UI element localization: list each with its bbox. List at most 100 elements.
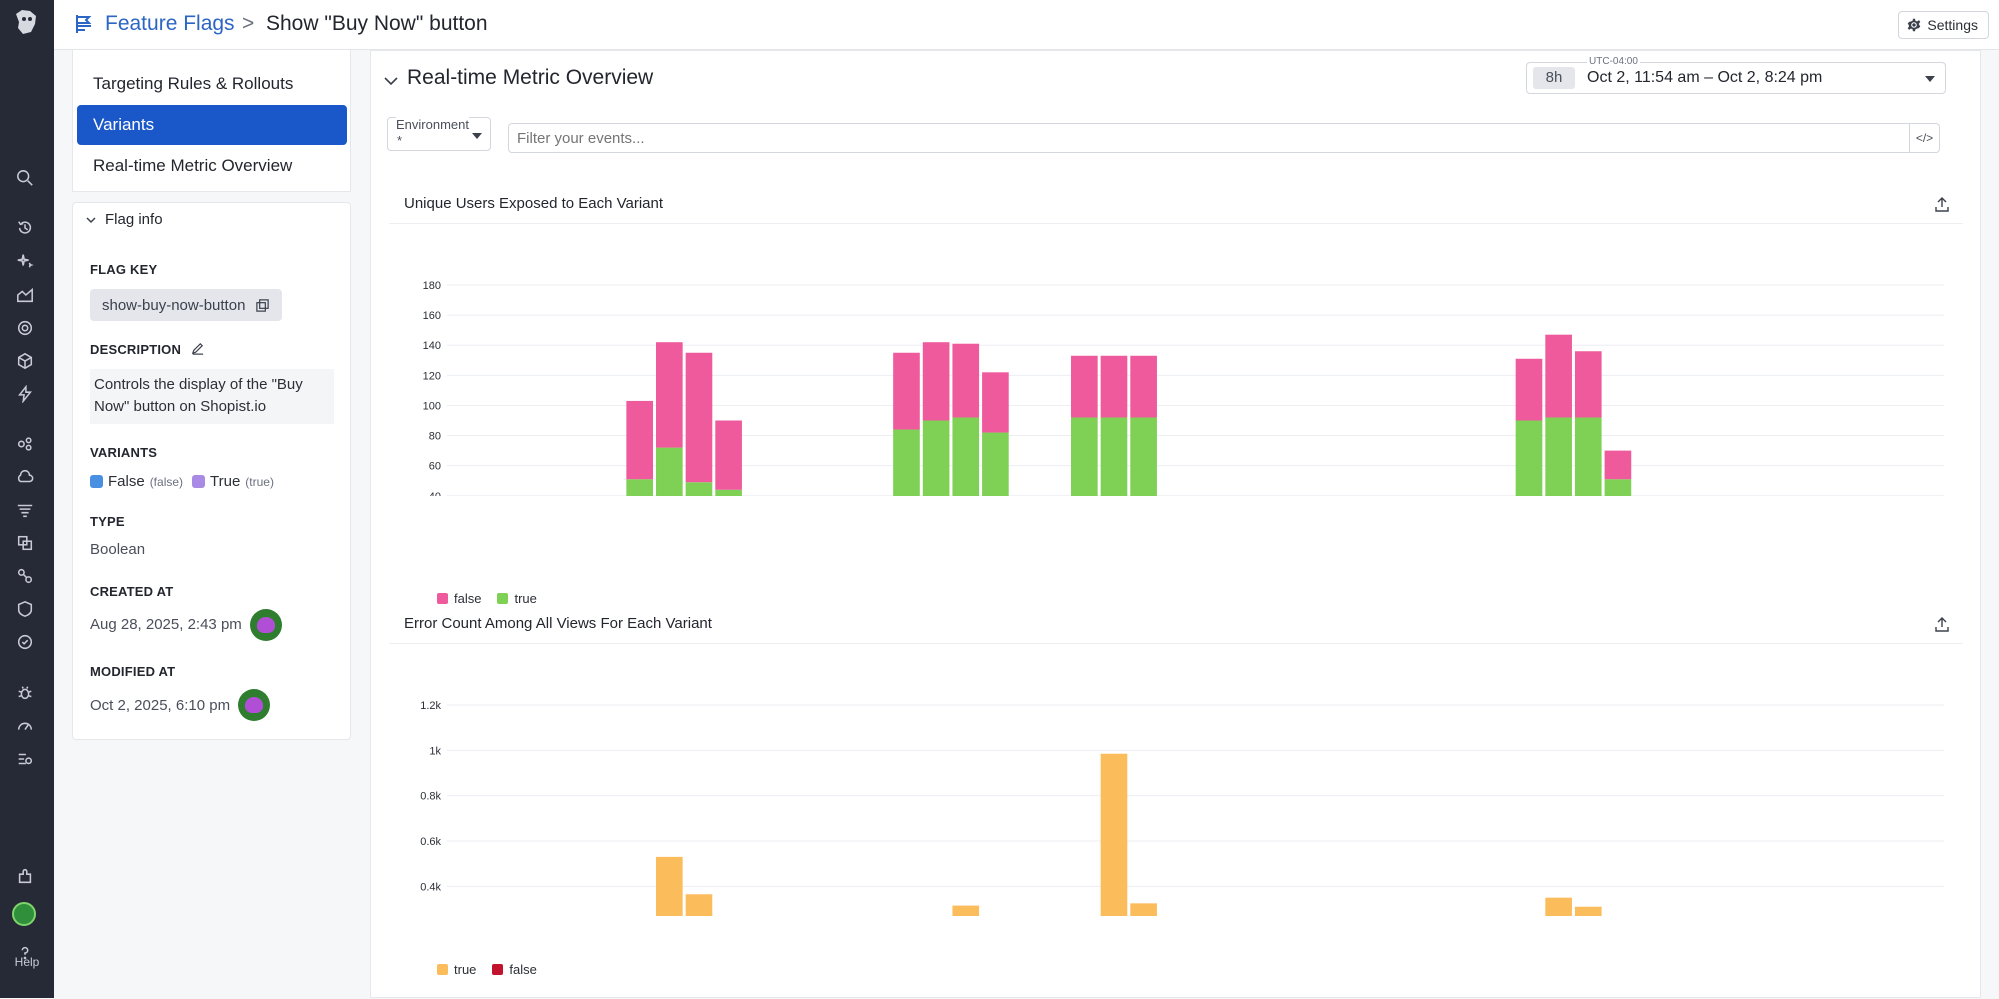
y-tick-label: 40 <box>429 491 441 496</box>
bar-true <box>656 856 683 916</box>
environment-select[interactable]: Environment * <box>387 117 491 151</box>
top-bar: Feature Flags > Show "Buy Now" button Se… <box>54 0 1999 50</box>
environment-label: Environment <box>396 117 469 132</box>
bar-true <box>1574 417 1602 496</box>
breadcrumb-feature-flags[interactable]: Feature Flags <box>105 12 235 35</box>
bar-true <box>1071 417 1098 496</box>
gauge-icon[interactable] <box>14 715 36 737</box>
modifier-avatar[interactable] <box>238 689 270 721</box>
variant-false: False (false) <box>90 473 183 490</box>
search-icon[interactable] <box>14 167 36 189</box>
event-filter-input[interactable] <box>517 130 1897 147</box>
created-at-label: CREATED AT <box>90 584 174 599</box>
error-count-title: Error Count Among All Views For Each Var… <box>404 615 712 632</box>
legend-swatch-false <box>492 964 504 975</box>
flag-key-chip[interactable]: show-buy-now-button <box>90 289 283 321</box>
toc-item-metric-overview[interactable]: Real-time Metric Overview <box>93 156 293 175</box>
history-icon[interactable] <box>14 217 36 239</box>
help-label[interactable]: Help <box>14 955 40 969</box>
toc-item-variants[interactable]: Variants <box>77 105 347 145</box>
bar-false <box>1100 355 1128 418</box>
unique-users-chart: 02040608010012014016018012:0012:3013:001… <box>423 280 1944 496</box>
description-label: DESCRIPTION <box>90 342 182 357</box>
timezone-label: UTC-04:00 <box>1587 56 1640 67</box>
section-collapse-chevron-icon[interactable] <box>383 73 399 89</box>
cloud-icon[interactable] <box>14 466 36 488</box>
code-view-button[interactable]: </> <box>1909 124 1939 152</box>
time-range-picker[interactable]: UTC-04:00 8h Oct 2, 11:54 am – Oct 2, 8:… <box>1526 56 1946 94</box>
legend-label-true: true <box>514 591 537 606</box>
bug-icon[interactable] <box>14 682 36 704</box>
sparkle-icon[interactable] <box>14 250 36 272</box>
help-icon[interactable] <box>14 942 36 964</box>
widget-divider <box>389 223 1963 224</box>
bar-false <box>626 400 654 480</box>
settings-button[interactable]: Settings <box>1898 11 1989 39</box>
creator-avatar[interactable] <box>250 609 282 641</box>
legend-label-false: false <box>454 591 482 606</box>
y-tick-label: 1k <box>429 745 441 757</box>
page-title: Show "Buy Now" button <box>266 12 488 35</box>
bar-true <box>1130 417 1157 496</box>
export-icon[interactable] <box>1933 196 1951 214</box>
y-tick-label: 1.2k <box>420 700 441 712</box>
target-icon[interactable] <box>14 317 36 339</box>
flag-info-toggle[interactable]: Flag info <box>85 211 163 228</box>
legend-item-true[interactable]: true <box>497 591 537 606</box>
export-icon[interactable] <box>1933 616 1951 634</box>
link-icon[interactable] <box>14 565 36 587</box>
datadog-logo-icon[interactable] <box>10 6 42 38</box>
error-count-legend: true false <box>437 962 537 977</box>
variant-false-swatch <box>90 475 103 488</box>
bar-false <box>685 352 713 483</box>
variant-false-name: False <box>108 473 145 490</box>
created-at-value: Aug 28, 2025, 2:43 pm <box>90 616 242 633</box>
y-tick-label: 160 <box>423 310 441 322</box>
flag-key-label: FLAG KEY <box>90 262 158 277</box>
bar-true <box>1100 753 1128 916</box>
bar-true <box>1100 417 1128 496</box>
toc-item-targeting[interactable]: Targeting Rules & Rollouts <box>93 74 294 93</box>
description-text[interactable]: Controls the display of the "Buy Now" bu… <box>90 369 334 424</box>
legend-swatch-true <box>437 964 448 975</box>
security-icon[interactable] <box>14 598 36 620</box>
logs-icon[interactable] <box>14 499 36 521</box>
bar-false <box>1604 450 1632 480</box>
dashboards-icon[interactable] <box>14 284 36 306</box>
copy-icon[interactable] <box>255 298 270 313</box>
lightning-icon[interactable] <box>14 383 36 405</box>
edit-pencil-icon[interactable] <box>190 341 205 356</box>
bar-true <box>685 482 713 496</box>
y-tick-label: 140 <box>423 340 441 352</box>
flag-key-value: show-buy-now-button <box>102 296 246 314</box>
bar-false <box>922 342 950 421</box>
variant-true-name: True <box>210 473 241 490</box>
legend-item-true[interactable]: true <box>437 962 476 977</box>
y-tick-label: 0.8k <box>420 791 441 803</box>
section-title: Real-time Metric Overview <box>407 66 654 89</box>
user-avatar[interactable] <box>12 902 36 926</box>
bar-false <box>1515 358 1543 421</box>
monitors-icon[interactable] <box>14 532 36 554</box>
bar-true <box>893 429 920 496</box>
bar-false <box>1574 351 1602 418</box>
y-tick-label: 120 <box>423 370 441 382</box>
y-tick-label: 100 <box>423 400 441 412</box>
bar-true <box>1604 479 1632 496</box>
unique-users-title: Unique Users Exposed to Each Variant <box>404 195 664 212</box>
settings-label: Settings <box>1927 17 1978 33</box>
list-settings-icon[interactable] <box>14 748 36 770</box>
services-icon[interactable] <box>14 433 36 455</box>
type-label: TYPE <box>90 514 125 529</box>
synthetics-icon[interactable] <box>14 631 36 653</box>
variant-true-value: (true) <box>245 474 274 489</box>
code-icon: </> <box>1915 131 1934 145</box>
time-preset-pill[interactable]: 8h <box>1533 67 1575 89</box>
chevron-down-icon <box>86 216 96 223</box>
legend-item-false[interactable]: false <box>437 591 481 606</box>
time-range-caret-icon <box>1925 76 1935 82</box>
legend-item-false[interactable]: false <box>492 962 537 977</box>
cube-icon[interactable] <box>14 350 36 372</box>
integrations-icon[interactable] <box>14 865 36 887</box>
bar-false <box>893 352 920 430</box>
